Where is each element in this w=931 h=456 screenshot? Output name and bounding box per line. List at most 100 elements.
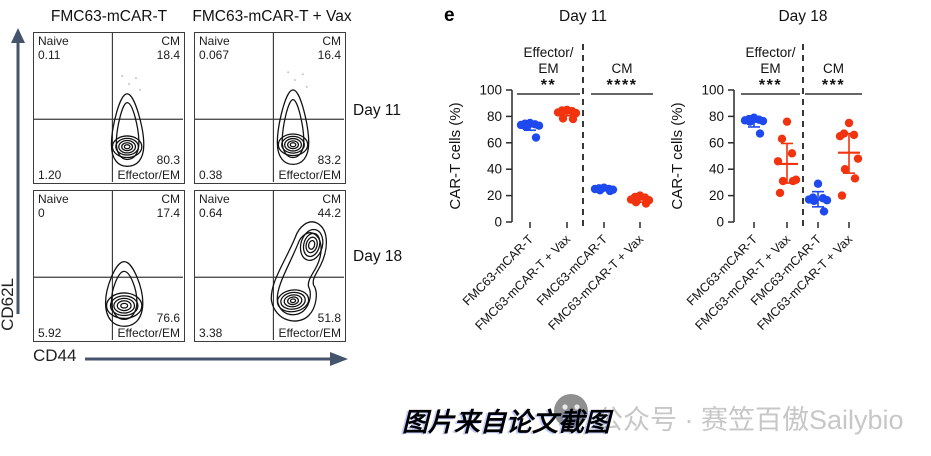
contour-plot: [34, 191, 183, 340]
quadrant-value: 76.6: [156, 311, 180, 326]
quadrant-cm: CM 18.4: [157, 34, 180, 63]
svg-text:40: 40: [487, 162, 502, 177]
quadrant-label: Effector/EM: [117, 167, 180, 182]
quadrant-label: Naive: [38, 34, 69, 48]
svg-text:0: 0: [716, 215, 724, 230]
quadrant-lower-left: 3.38: [199, 326, 222, 340]
quadrant-lower-left: 5.92: [38, 326, 61, 340]
watermark-text: 公众号 · 赛笠百傲Sailybio: [596, 405, 904, 435]
quadrant-value: 16.4: [317, 48, 341, 63]
svg-text:100: 100: [479, 83, 502, 98]
quadrant-value: 51.8: [317, 311, 341, 326]
quadrant-effector: 80.3 Effector/EM: [118, 153, 180, 182]
flow-column-title-mcart: FMC63-mCAR-T: [50, 8, 168, 25]
svg-text:40: 40: [709, 162, 724, 177]
svg-text:60: 60: [487, 135, 502, 150]
svg-text:60: 60: [709, 135, 724, 150]
data-point: [850, 174, 860, 183]
svg-text:80: 80: [709, 109, 724, 124]
svg-text:Day 11: Day 11: [559, 8, 607, 25]
data-point: [605, 186, 615, 196]
quadrant-label: Naive: [38, 192, 69, 206]
data-point: [840, 165, 850, 174]
cd62l-axis-arrow: [11, 28, 25, 314]
quadrant-cm: CM 44.2: [318, 192, 341, 221]
watermark: 公众号 · 赛笠百傲Sailybio: [552, 392, 904, 435]
svg-text:Effector/: Effector/: [523, 45, 573, 60]
flow-panel-day18-mcart-vax: Naive 0.64 CM 44.2 51.8 Effector/EM 3.38: [194, 190, 346, 342]
quadrant-value: 0.067: [199, 48, 230, 63]
quadrant-lower-left: 1.20: [38, 168, 61, 182]
quadrant-label: Effector/EM: [117, 325, 180, 340]
data-point: [835, 132, 845, 141]
data-point: [631, 198, 641, 207]
data-point: [534, 121, 544, 130]
panel-letter: e: [444, 5, 455, 26]
data-point: [521, 122, 531, 132]
quadrant-label: Effector/EM: [278, 325, 341, 340]
data-point: [755, 129, 765, 138]
data-point: [777, 134, 787, 144]
data-point: [568, 114, 578, 124]
data-point: [813, 179, 823, 188]
data-point: [844, 118, 854, 128]
flow-panel-day11-mcart: Naive 0.11 CM 18.4 80.3 Effector/EM 1.20: [33, 32, 185, 184]
quadrant-value: 17.4: [156, 206, 180, 221]
svg-text:0: 0: [494, 215, 502, 230]
quadrant-value: 0.64: [199, 206, 223, 221]
contour-plot: [195, 33, 344, 182]
svg-text:CAR-T cells (%): CAR-T cells (%): [447, 102, 464, 209]
quadrant-lower-left: 0.38: [199, 168, 222, 182]
svg-text:**: **: [541, 77, 556, 94]
svg-text:CAR-T cells (%): CAR-T cells (%): [669, 102, 686, 209]
flow-x-axis-label: CD44: [33, 346, 77, 365]
data-point: [782, 117, 792, 126]
quadrant-value: 3.38: [199, 325, 223, 340]
quadrant-effector: 76.6 Effector/EM: [118, 311, 180, 340]
cd44-axis-arrow: [85, 352, 348, 366]
scatter-plot-day-11: Day 11 0 20 40 60 80 100 CAR-T cells (%) Effecto…: [447, 8, 654, 333]
caption: 图片来自论文截图: [402, 407, 611, 437]
quadrant-value: 1.20: [38, 167, 62, 182]
scatter-plot-day-18: Day 18 0 20 40 60 80 100 CAR-T cells (%) Effecto…: [669, 8, 863, 333]
quadrant-value: 18.4: [156, 48, 180, 63]
data-point: [595, 186, 605, 195]
quadrant-naive: Naive 0.11: [38, 34, 69, 63]
svg-text:20: 20: [487, 188, 502, 203]
data-point: [778, 176, 788, 186]
quadrant-label: CM: [322, 192, 341, 206]
contour-plot: [34, 33, 183, 182]
data-point: [531, 133, 541, 142]
quadrant-label: CM: [161, 34, 180, 48]
quadrant-effector: 51.8 Effector/EM: [279, 311, 341, 340]
svg-text:Effector/: Effector/: [745, 45, 795, 60]
quadrant-value: 44.2: [317, 206, 341, 221]
data-point: [837, 191, 847, 200]
row-label-day11: Day 11: [353, 102, 401, 119]
svg-text:****: ****: [607, 77, 638, 94]
quadrant-cm: CM 17.4: [157, 192, 180, 221]
data-point: [822, 196, 832, 205]
flow-column-title-mcart-vax: FMC63-mCAR-T + Vax: [192, 8, 352, 25]
svg-text:EM: EM: [538, 61, 558, 76]
flow-panel-day18-mcart: Naive 0 CM 17.4 76.6 Effector/EM 5.92: [33, 190, 185, 342]
smiley-icon: [554, 394, 588, 428]
svg-text:***: ***: [759, 77, 782, 94]
quadrant-value: 5.92: [38, 325, 62, 340]
quadrant-value: 0: [38, 206, 45, 221]
contour-plot: [195, 191, 344, 340]
svg-text:100: 100: [701, 83, 724, 98]
data-point: [819, 207, 829, 216]
svg-text:CM: CM: [612, 61, 633, 76]
svg-text:Day 18: Day 18: [778, 8, 827, 25]
quadrant-value: 0.38: [199, 167, 223, 182]
quadrant-value: 83.2: [317, 153, 341, 168]
quadrant-label: CM: [161, 192, 180, 206]
data-point: [853, 154, 863, 163]
quadrant-label: Naive: [199, 192, 230, 206]
scatter-charts: Day 11 0 20 40 60 80 100 CAR-T cells (%) Effecto…: [447, 8, 863, 333]
quadrant-naive: Naive 0: [38, 192, 69, 221]
data-point: [775, 188, 785, 198]
quadrant-cm: CM 16.4: [318, 34, 341, 63]
